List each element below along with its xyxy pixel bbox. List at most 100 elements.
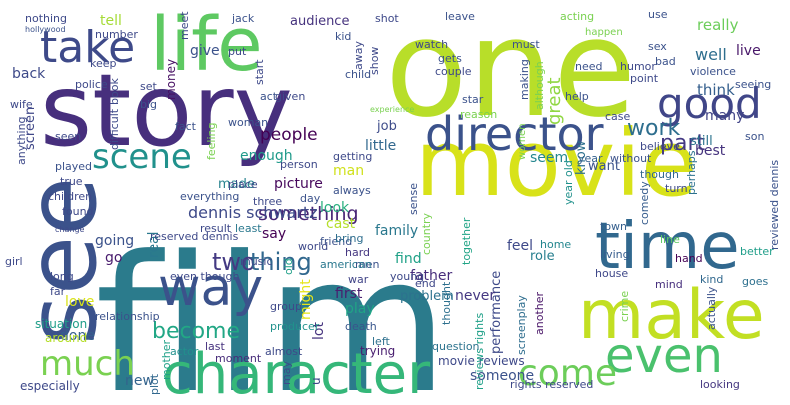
word-film: film bbox=[95, 216, 449, 405]
word-town: town bbox=[600, 220, 627, 233]
word-time: time bbox=[595, 210, 740, 284]
word-gets: gets bbox=[438, 52, 462, 65]
word-mother: mother bbox=[160, 340, 173, 380]
word-set: set bbox=[140, 80, 157, 93]
word-watch: watch bbox=[415, 38, 448, 51]
word-movie-reviews: movie reviews bbox=[438, 354, 525, 368]
word-reserved-dennis: reserved dennis bbox=[150, 230, 239, 243]
word-seen: seen bbox=[55, 130, 81, 143]
word-men: men bbox=[355, 258, 379, 271]
word-believe: believe bbox=[640, 140, 680, 153]
word-difficult: difficult bbox=[108, 108, 121, 150]
word-big: big bbox=[140, 98, 157, 111]
word-really: really bbox=[697, 16, 739, 34]
word-looking: looking bbox=[700, 378, 740, 391]
word-perhaps: perhaps bbox=[685, 150, 698, 195]
word-child: child bbox=[345, 68, 371, 81]
word-everything: everything bbox=[180, 190, 239, 203]
word-good: good bbox=[657, 79, 762, 128]
word-movie: movie bbox=[415, 110, 698, 217]
word-anything: anything bbox=[15, 116, 28, 165]
word-thing: thing bbox=[250, 248, 312, 276]
word-day: day bbox=[300, 192, 321, 205]
word-love: love bbox=[65, 294, 94, 310]
word-way: way bbox=[158, 258, 263, 318]
word-three: three bbox=[253, 195, 282, 208]
word-done: done bbox=[60, 328, 95, 344]
word-kind: kind bbox=[700, 273, 723, 286]
word-year: year bbox=[578, 152, 603, 165]
word-bring: bring bbox=[335, 232, 364, 245]
word-shot: shot bbox=[375, 12, 399, 25]
word-goes: goes bbox=[742, 275, 768, 288]
word-new: new bbox=[125, 373, 154, 389]
word-thought: thought bbox=[440, 281, 453, 325]
word-reviews-rights: reviews rights bbox=[473, 313, 486, 390]
word-screen: screen bbox=[23, 107, 38, 150]
word-home: home bbox=[540, 238, 571, 251]
word-wife: wife bbox=[10, 98, 33, 111]
word-comedy: comedy bbox=[638, 181, 651, 225]
word-moment: moment bbox=[215, 352, 262, 365]
word-tell: tell bbox=[100, 13, 122, 29]
word-family: family bbox=[375, 223, 418, 239]
word-going: going bbox=[95, 233, 134, 249]
word-work: work bbox=[627, 116, 680, 141]
word-come: come bbox=[518, 353, 617, 394]
word-make: make bbox=[578, 276, 765, 355]
word-especially: especially bbox=[20, 379, 80, 393]
word-mind: mind bbox=[655, 278, 683, 291]
word-reason: reason bbox=[460, 108, 497, 121]
word-father: father bbox=[410, 268, 452, 284]
word-young: young bbox=[390, 270, 424, 283]
word-always: always bbox=[333, 184, 371, 197]
word-getting: getting bbox=[333, 150, 372, 163]
word-turn: turn bbox=[665, 182, 688, 195]
word-around: around bbox=[45, 331, 87, 345]
word-role: role bbox=[530, 249, 555, 264]
word-acting: acting bbox=[560, 10, 594, 23]
word-put: put bbox=[228, 45, 247, 58]
word-much: much bbox=[40, 344, 135, 384]
word-two: two bbox=[212, 248, 256, 276]
word-might: might bbox=[298, 279, 314, 320]
word-little: little bbox=[365, 138, 396, 154]
word-end: end bbox=[415, 277, 436, 290]
word-fact: fact bbox=[175, 120, 197, 133]
word-go: go bbox=[105, 250, 122, 266]
word-best: best bbox=[695, 143, 726, 159]
word-friend: friend bbox=[320, 235, 352, 248]
word-kid: kid bbox=[335, 30, 351, 43]
word-real: real bbox=[146, 231, 162, 258]
word-find: find bbox=[395, 251, 422, 267]
word-act: act bbox=[260, 90, 278, 103]
word-place: place bbox=[228, 178, 258, 191]
word-dennis-schwartz: dennis schwartz bbox=[188, 203, 318, 222]
word-back: back bbox=[12, 66, 46, 82]
word-hand: hand bbox=[675, 252, 703, 265]
word-one: one bbox=[385, 0, 636, 147]
word-great: great bbox=[544, 77, 565, 125]
word-experience: experience bbox=[370, 105, 414, 114]
word-group: group bbox=[270, 300, 302, 313]
word-first: first bbox=[335, 286, 363, 302]
word-scene: scene bbox=[92, 137, 192, 177]
word-sense: sense bbox=[407, 183, 420, 215]
word-even: even bbox=[605, 328, 723, 384]
word-son: son bbox=[745, 130, 764, 143]
word-true: true bbox=[60, 175, 83, 188]
word-think: think bbox=[697, 81, 735, 99]
word-performance: performance bbox=[489, 271, 504, 354]
word-director: director bbox=[425, 107, 604, 161]
word-bad: bad bbox=[655, 55, 676, 68]
word-actually: actually bbox=[705, 286, 718, 330]
word-still: still bbox=[690, 134, 713, 149]
word-case: case bbox=[605, 110, 631, 123]
word-though: though bbox=[640, 168, 679, 181]
word-woman: woman bbox=[228, 116, 268, 129]
word-feeling: feeling bbox=[205, 123, 218, 160]
word-making: making bbox=[518, 59, 531, 100]
word-take: take bbox=[40, 22, 135, 73]
word-without: without bbox=[610, 152, 652, 165]
